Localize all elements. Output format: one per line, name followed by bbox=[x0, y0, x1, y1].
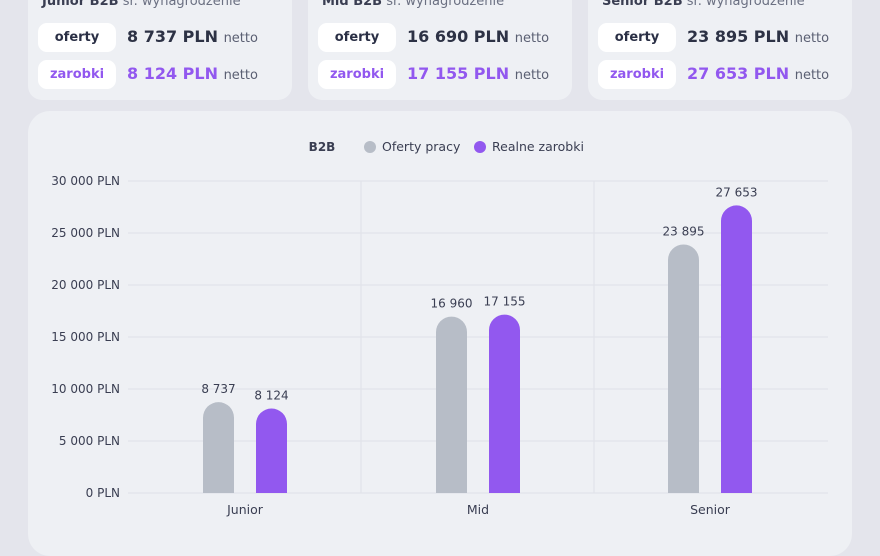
data-label: 23 895 bbox=[663, 224, 705, 238]
earnings-value: 8 124 PLN netto bbox=[127, 64, 258, 83]
earnings-amount: 17 155 PLN bbox=[407, 64, 510, 83]
card-subtitle: śr. wynagrodzenie bbox=[686, 0, 805, 9]
y-tick-label: 15 000 PLN bbox=[51, 330, 120, 344]
y-tick-label: 20 000 PLN bbox=[51, 278, 120, 292]
offers-amount: 23 895 PLN bbox=[687, 27, 790, 46]
card-subtitle: śr. wynagrodzenie bbox=[122, 0, 241, 9]
offers-value: 16 690 PLN netto bbox=[407, 27, 549, 46]
x-tick-label: Mid bbox=[467, 502, 489, 517]
earnings-amount: 27 653 PLN bbox=[687, 64, 790, 83]
legend-label: Oferty pracy bbox=[382, 139, 461, 154]
y-tick-label: 10 000 PLN bbox=[51, 382, 120, 396]
bar bbox=[436, 316, 467, 493]
card-level: Mid B2B bbox=[322, 0, 383, 9]
offers-pill: oferty bbox=[38, 23, 116, 52]
offers-value: 8 737 PLN netto bbox=[127, 27, 258, 46]
offers-pill: oferty bbox=[598, 23, 676, 52]
data-label: 16 960 bbox=[431, 297, 473, 311]
legend-marker bbox=[474, 141, 486, 153]
earnings-amount: 8 124 PLN bbox=[127, 64, 218, 83]
data-label: 27 653 bbox=[716, 185, 758, 199]
card-title: Senior B2B śr. wynagrodzenie bbox=[602, 0, 805, 9]
offers-value: 23 895 PLN netto bbox=[687, 27, 829, 46]
y-tick-label: 0 PLN bbox=[86, 486, 120, 500]
bar bbox=[720, 205, 752, 493]
y-tick-label: 30 000 PLN bbox=[51, 174, 120, 188]
chart-panel: 0 PLN 5 000 PLN 10 000 PLN 15 000 PLN 20 000… bbox=[28, 111, 852, 556]
offers-amount: 16 690 PLN bbox=[407, 27, 510, 46]
y-tick-label: 25 000 PLN bbox=[51, 226, 120, 240]
earnings-pill: zarobki bbox=[318, 60, 396, 89]
offers-amount: 8 737 PLN bbox=[127, 27, 218, 46]
bar bbox=[256, 408, 287, 493]
card-level: Senior B2B bbox=[602, 0, 683, 9]
data-label: 17 155 bbox=[484, 295, 526, 309]
bar bbox=[489, 314, 520, 493]
offers-unit: netto bbox=[223, 31, 258, 46]
earnings-unit: netto bbox=[514, 68, 550, 83]
earnings-pill: zarobki bbox=[38, 60, 116, 89]
earnings-unit: netto bbox=[794, 68, 830, 83]
mid-summary-card: Mid B2B śr. wynagrodzenie oferty 16 690 … bbox=[308, 0, 572, 100]
legend-marker bbox=[364, 141, 376, 153]
card-level: Junior B2B bbox=[42, 0, 119, 9]
y-tick-label: 5 000 PLN bbox=[59, 434, 120, 448]
offers-unit: netto bbox=[514, 31, 550, 46]
salary-bar-chart: 0 PLN 5 000 PLN 10 000 PLN 15 000 PLN 20 000… bbox=[51, 139, 828, 517]
card-title: Junior B2B śr. wynagrodzenie bbox=[42, 0, 241, 9]
earnings-value: 17 155 PLN netto bbox=[407, 64, 549, 83]
data-label: 8 737 bbox=[201, 382, 235, 396]
earnings-pill: zarobki bbox=[598, 60, 676, 89]
x-tick-label: Junior bbox=[226, 502, 264, 517]
offers-pill: oferty bbox=[318, 23, 396, 52]
bar bbox=[668, 244, 699, 493]
card-title: Mid B2B śr. wynagrodzenie bbox=[322, 0, 504, 9]
junior-summary-card: Junior B2B śr. wynagrodzenie oferty 8 73… bbox=[28, 0, 292, 100]
legend-title: B2B bbox=[309, 140, 336, 154]
legend-label: Realne zarobki bbox=[492, 139, 584, 154]
senior-summary-card: Senior B2B śr. wynagrodzenie oferty 23 8… bbox=[588, 0, 852, 100]
card-subtitle: śr. wynagrodzenie bbox=[386, 0, 505, 9]
data-label: 8 124 bbox=[254, 389, 288, 403]
earnings-unit: netto bbox=[223, 68, 258, 83]
earnings-value: 27 653 PLN netto bbox=[687, 64, 829, 83]
offers-unit: netto bbox=[794, 31, 830, 46]
x-tick-label: Senior bbox=[690, 502, 731, 517]
bar bbox=[203, 402, 234, 493]
